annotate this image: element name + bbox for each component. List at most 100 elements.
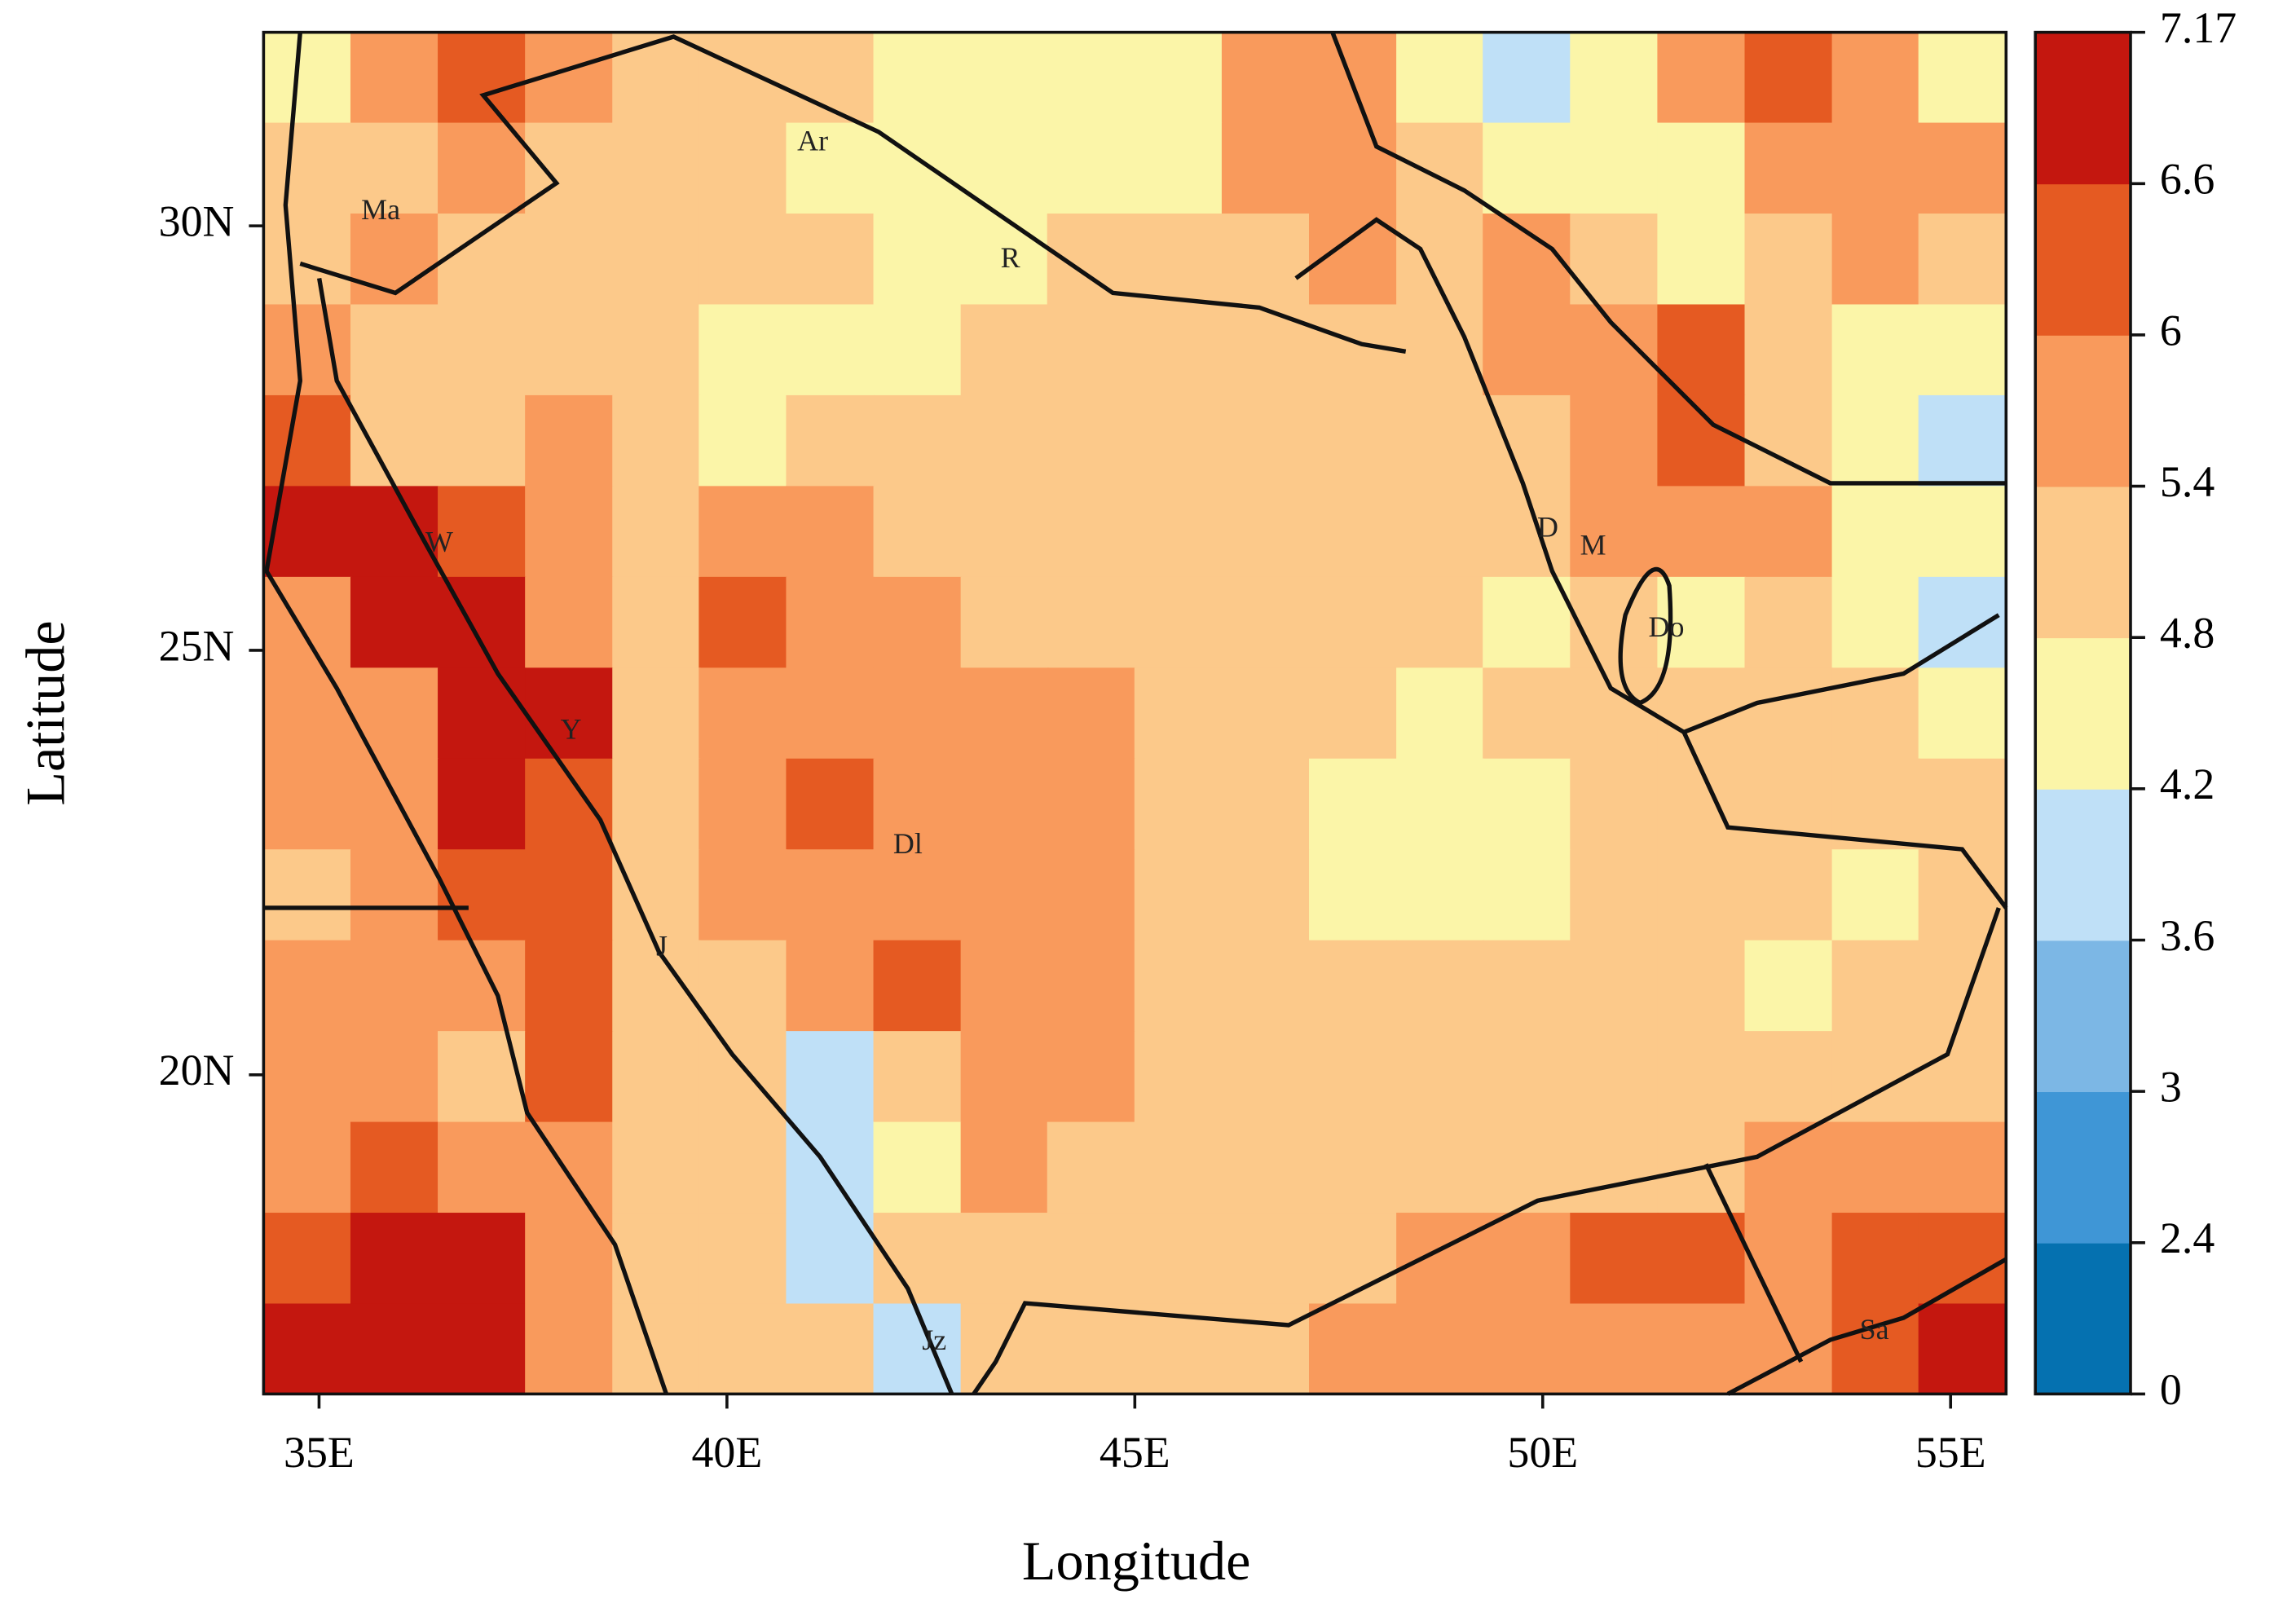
cell [698, 1303, 787, 1396]
cell [1831, 486, 1920, 578]
cell [1396, 1213, 1485, 1305]
cell [1047, 1213, 1135, 1305]
cell [1134, 1121, 1223, 1214]
cell [612, 486, 701, 578]
cell [1831, 122, 1920, 215]
cell [1918, 1031, 2007, 1123]
cell [1134, 486, 1223, 578]
border [1703, 1163, 1804, 1363]
cell [1396, 576, 1485, 669]
cell [1918, 1213, 2007, 1305]
cell [1918, 122, 2007, 215]
cell [1657, 486, 1746, 578]
cell [1570, 32, 1659, 124]
cell [525, 940, 614, 1033]
colorbar-box [2035, 788, 2131, 941]
colorbar-tick-label: 6.6 [2160, 155, 2214, 204]
cell [1744, 304, 1833, 397]
cell [960, 667, 1049, 760]
cell [873, 849, 962, 941]
coastline [972, 907, 2001, 1395]
cell [612, 667, 701, 760]
cell [960, 394, 1049, 487]
cell [1744, 1031, 1833, 1123]
place-label: D [1537, 511, 1558, 544]
cell [1483, 122, 1571, 215]
cell [612, 849, 701, 941]
cell [960, 304, 1049, 397]
colorbar-tick-label: 4.2 [2160, 760, 2214, 808]
cell [1744, 32, 1833, 124]
cell [1221, 304, 1311, 397]
place-label: Jz [922, 1324, 946, 1356]
cell [960, 122, 1049, 215]
cell [1918, 1303, 2007, 1396]
cell [1221, 849, 1311, 941]
cell [1221, 758, 1311, 851]
cell [1483, 1303, 1571, 1396]
place-label: J [656, 930, 668, 962]
cell [1744, 486, 1833, 578]
place-label: Do [1649, 610, 1685, 643]
cell [1396, 1031, 1485, 1123]
cell [612, 1031, 701, 1123]
cell [1831, 1121, 1920, 1214]
cell [1831, 394, 1920, 487]
cell [1396, 1121, 1485, 1214]
cell [1396, 940, 1485, 1033]
cell [438, 214, 527, 306]
cell [960, 940, 1049, 1033]
cell [1047, 32, 1135, 124]
cell [1483, 214, 1571, 306]
coastline [264, 32, 668, 1395]
cell [1831, 758, 1920, 851]
cell [1483, 32, 1571, 124]
cell [698, 1213, 787, 1305]
cell [698, 394, 787, 487]
plot-frame [262, 30, 2008, 1396]
cell [960, 214, 1049, 306]
cell [1221, 214, 1311, 306]
cell [786, 304, 875, 397]
cell [1483, 1121, 1571, 1214]
coastline [1330, 31, 2007, 486]
cell [1221, 1303, 1311, 1396]
cell [1221, 394, 1311, 487]
cell [262, 667, 352, 760]
cell [786, 486, 875, 578]
cell [1134, 576, 1223, 669]
cell [525, 1121, 614, 1214]
cell [1744, 849, 1833, 941]
cell [873, 1031, 962, 1123]
cell [1570, 122, 1659, 215]
cell [1221, 486, 1311, 578]
place-label: Dl [893, 827, 923, 860]
cell [1047, 849, 1135, 941]
cell [1047, 667, 1135, 760]
cell [1744, 1213, 1833, 1305]
cell [786, 576, 875, 669]
place-label: W [425, 526, 453, 558]
cell [350, 214, 439, 306]
cell [1657, 849, 1746, 941]
y-axis-label: Latitude [15, 620, 77, 805]
cell [262, 1031, 352, 1123]
cell [873, 1121, 962, 1214]
cell [1918, 486, 2007, 578]
cell [1570, 1213, 1659, 1305]
colorbar-tick-label: 3 [2160, 1063, 2182, 1112]
cell [1744, 122, 1833, 215]
place-labels: Ar R Ma W Y Dl J Jz DM Do Sa [361, 124, 1888, 1355]
cell [1918, 758, 2007, 851]
cell [1309, 758, 1398, 851]
cell [1047, 394, 1135, 487]
cell [1483, 758, 1571, 851]
x-tick-label: 50E [1507, 1428, 1578, 1477]
y-tick-label: 30N [159, 197, 235, 246]
cell [1221, 1213, 1311, 1305]
cell [1221, 1121, 1311, 1214]
cell [1744, 1303, 1833, 1396]
cell [1831, 849, 1920, 941]
cell [786, 758, 875, 851]
cell [438, 1303, 527, 1396]
